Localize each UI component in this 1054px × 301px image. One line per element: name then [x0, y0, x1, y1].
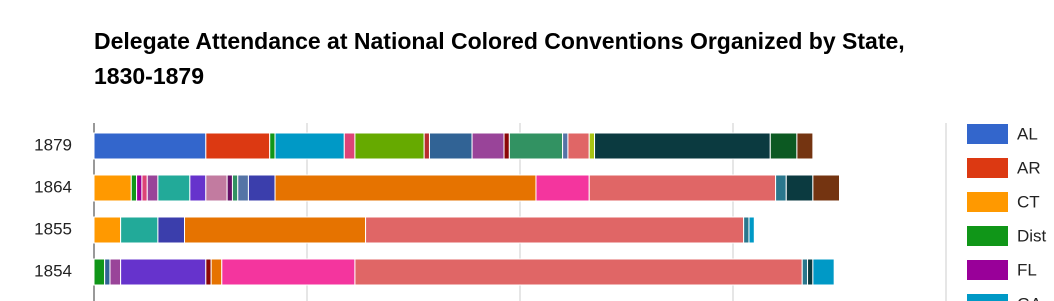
- bar-segment: [508, 132, 564, 160]
- bar-segment: [812, 174, 840, 202]
- legend-swatch: [967, 226, 1008, 246]
- bar-segment: [205, 174, 228, 202]
- bar-segment: [567, 132, 590, 160]
- bar-segment: [93, 258, 106, 286]
- bar-segment: [189, 174, 207, 202]
- bar-segment: [269, 132, 276, 160]
- legend-label: CT: [1017, 192, 1040, 211]
- legend-label: AL: [1017, 124, 1038, 143]
- bar-segment: [120, 216, 159, 244]
- bar-segment: [343, 132, 356, 160]
- bar-segment: [807, 258, 814, 286]
- bar-segment: [221, 258, 356, 286]
- bar-segment: [157, 174, 191, 202]
- bar-segment: [743, 216, 750, 244]
- y-tick-label: 1864: [34, 177, 72, 196]
- bar-segment: [274, 174, 537, 202]
- bar-segment: [354, 258, 803, 286]
- bar-segment: [801, 258, 809, 286]
- bar-segment: [428, 132, 473, 160]
- bar-segment: [775, 174, 787, 202]
- bar-segment: [274, 132, 345, 160]
- bar-segment: [562, 132, 569, 160]
- bar-segment: [136, 174, 143, 202]
- bar-segment: [503, 132, 510, 160]
- bar-segment: [748, 216, 755, 244]
- legend-swatch: [967, 158, 1008, 178]
- bar-segment: [471, 132, 505, 160]
- bar-segment: [588, 132, 596, 160]
- bar-segment: [93, 132, 207, 160]
- chart-title: Delegate Attendance at National Colored …: [94, 28, 905, 89]
- bar-segment: [231, 174, 239, 202]
- bar-segment: [157, 216, 186, 244]
- bar-segment: [109, 258, 122, 286]
- bar-segment: [205, 258, 212, 286]
- bar-segment: [205, 132, 271, 160]
- legend-label: GA: [1017, 294, 1042, 301]
- bar-segment: [130, 174, 138, 202]
- legend-swatch: [967, 260, 1008, 280]
- legend-swatch: [967, 192, 1008, 212]
- y-tick-label: 1854: [34, 261, 72, 280]
- bar-segment: [354, 132, 425, 160]
- bar-segment: [93, 174, 132, 202]
- bar-segment: [104, 258, 111, 286]
- bar-segment: [237, 174, 249, 202]
- bar-segment: [184, 216, 367, 244]
- bar-segment: [594, 132, 771, 160]
- bar-segment: [785, 174, 814, 202]
- bar-segment: [120, 258, 207, 286]
- bar-segment: [812, 258, 835, 286]
- bar-segment: [141, 174, 148, 202]
- bar-segment: [769, 132, 798, 160]
- y-tick-label: 1879: [34, 135, 72, 154]
- bar-segment: [146, 174, 159, 202]
- legend-swatch: [967, 124, 1008, 144]
- legend-label: Dist: [1017, 226, 1047, 245]
- legend-label: AR: [1017, 158, 1041, 177]
- bar-segment: [423, 132, 430, 160]
- bar-segment: [796, 132, 814, 160]
- y-tick-label: 1855: [34, 219, 72, 238]
- legend-label: FL: [1017, 260, 1037, 279]
- bar-segment: [588, 174, 777, 202]
- bar-segment: [365, 216, 745, 244]
- legend-swatch: [967, 294, 1008, 301]
- bar-segment: [535, 174, 590, 202]
- bar-segment: [93, 216, 122, 244]
- bar-segment: [226, 174, 233, 202]
- bar-segment: [210, 258, 223, 286]
- bar-segment: [247, 174, 276, 202]
